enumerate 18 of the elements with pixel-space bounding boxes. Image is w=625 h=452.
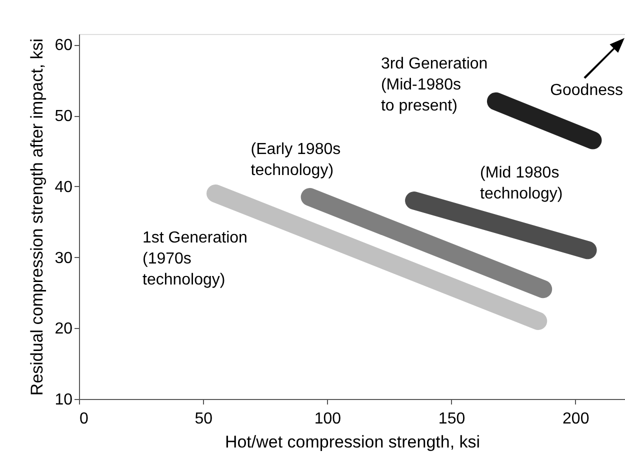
x-tick-label: 0: [80, 410, 88, 428]
x-tick-label: 200: [562, 410, 590, 428]
x-axis-title: Hot/wet compression strength, ksi: [224, 432, 480, 452]
annotation: Goodness: [550, 82, 623, 99]
x-tick-label: 100: [314, 410, 342, 428]
y-axis-title: Residual compression strength after impact, ksi: [28, 38, 47, 396]
x-tick-label: 50: [194, 410, 213, 428]
y-tick-label: 20: [54, 320, 73, 338]
series-label: 1st Generation (1970s technology): [142, 229, 248, 288]
series-label: (Early 1980s technology): [250, 141, 341, 180]
y-tick-label: 40: [54, 178, 73, 196]
x-tick-label: 150: [438, 410, 466, 428]
series-label: 3rd Generation (Mid-1980s to present): [380, 55, 488, 114]
y-tick-label: 30: [54, 250, 73, 267]
y-tick-label: 10: [54, 392, 73, 408]
y-tick-label: 50: [54, 108, 73, 126]
series-label: (Mid 1980s technology): [480, 164, 563, 203]
y-tick-label: 60: [54, 37, 73, 54]
